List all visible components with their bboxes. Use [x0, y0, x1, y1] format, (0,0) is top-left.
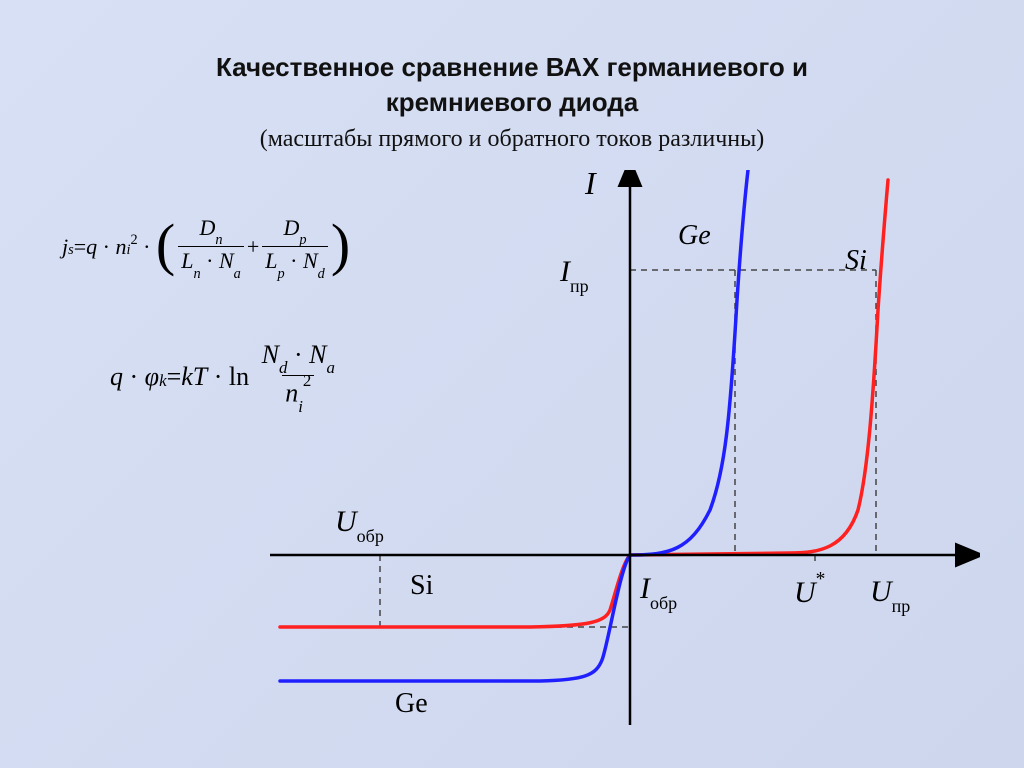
page-subtitle: (масштабы прямого и обратного токов разл…	[70, 126, 954, 153]
chart-label-U_obr: Uобр	[335, 505, 384, 543]
page-title: Качественное сравнение ВАХ германиевого …	[70, 50, 954, 120]
chart-label-Ge_top: Ge	[678, 220, 711, 252]
chart-label-Si_bottom: Si	[410, 570, 433, 602]
chart-label-I_pr: Iпр	[560, 255, 589, 293]
chart-label-I_obr: Iобр	[640, 572, 677, 610]
chart-label-I: I	[585, 165, 596, 202]
chart-label-U_pr: Uпр	[870, 575, 910, 613]
chart-label-Si_top: Si	[845, 245, 867, 277]
chart-label-U_star: U*	[794, 575, 825, 610]
title-line-2: кремниевого диода	[386, 87, 639, 117]
slide-page: Качественное сравнение ВАХ германиевого …	[0, 0, 1024, 768]
chart-label-Ge_bottom: Ge	[395, 688, 428, 720]
iv-curve-chart: IIпрIобрUобрU*UпрGeSiSiGe	[260, 170, 980, 730]
title-line-1: Качественное сравнение ВАХ германиевого …	[216, 52, 808, 82]
chart-svg	[260, 170, 980, 730]
